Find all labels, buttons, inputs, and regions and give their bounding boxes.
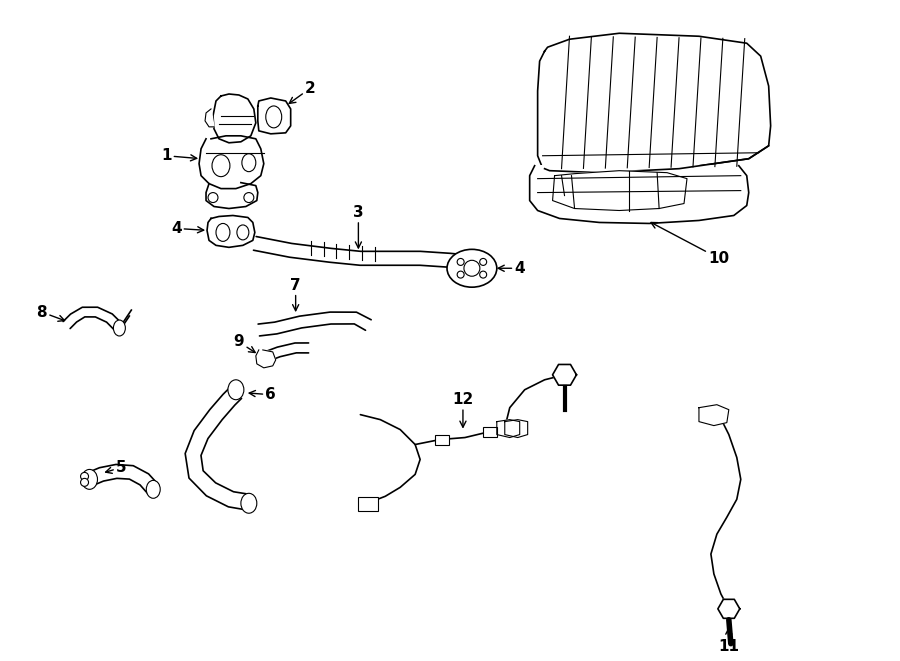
Circle shape: [208, 192, 218, 202]
Polygon shape: [205, 109, 214, 127]
Ellipse shape: [266, 106, 282, 128]
Polygon shape: [86, 465, 158, 494]
Bar: [483, 426, 497, 436]
Polygon shape: [213, 94, 256, 143]
Text: 8: 8: [36, 305, 65, 321]
Circle shape: [480, 271, 487, 278]
Ellipse shape: [212, 155, 230, 176]
Text: 7: 7: [291, 278, 301, 311]
Text: 4: 4: [171, 221, 203, 236]
Text: 12: 12: [453, 392, 473, 427]
Text: 2: 2: [289, 81, 316, 103]
Text: 1: 1: [161, 148, 197, 163]
Ellipse shape: [228, 380, 244, 400]
Ellipse shape: [147, 481, 160, 498]
Circle shape: [457, 271, 464, 278]
Bar: [435, 434, 449, 444]
Polygon shape: [254, 237, 471, 269]
Ellipse shape: [237, 225, 248, 240]
Polygon shape: [257, 98, 291, 134]
Polygon shape: [699, 405, 729, 426]
Polygon shape: [256, 350, 275, 368]
Ellipse shape: [241, 493, 256, 513]
Text: 5: 5: [105, 460, 127, 475]
Polygon shape: [261, 343, 309, 362]
Polygon shape: [553, 364, 577, 385]
Text: 4: 4: [498, 260, 525, 276]
Polygon shape: [258, 312, 371, 336]
Ellipse shape: [447, 249, 497, 287]
Polygon shape: [185, 387, 250, 510]
Polygon shape: [718, 600, 740, 618]
Text: 10: 10: [651, 223, 729, 266]
Text: 11: 11: [718, 628, 739, 654]
Polygon shape: [199, 136, 264, 188]
Text: 3: 3: [353, 205, 364, 248]
Polygon shape: [553, 171, 687, 210]
Polygon shape: [505, 420, 527, 438]
Polygon shape: [206, 182, 257, 208]
Circle shape: [81, 479, 88, 486]
Circle shape: [457, 258, 464, 266]
Circle shape: [81, 473, 88, 481]
Text: 6: 6: [249, 387, 276, 403]
Polygon shape: [63, 307, 123, 332]
Polygon shape: [207, 215, 255, 247]
Polygon shape: [530, 166, 749, 223]
Ellipse shape: [216, 223, 230, 241]
Text: 9: 9: [234, 334, 256, 352]
Circle shape: [244, 192, 254, 202]
Ellipse shape: [242, 154, 256, 172]
Circle shape: [464, 260, 480, 276]
Polygon shape: [497, 420, 519, 438]
Bar: [358, 497, 378, 511]
Ellipse shape: [82, 469, 97, 489]
Ellipse shape: [113, 320, 125, 336]
Circle shape: [480, 258, 487, 266]
Polygon shape: [537, 33, 770, 173]
